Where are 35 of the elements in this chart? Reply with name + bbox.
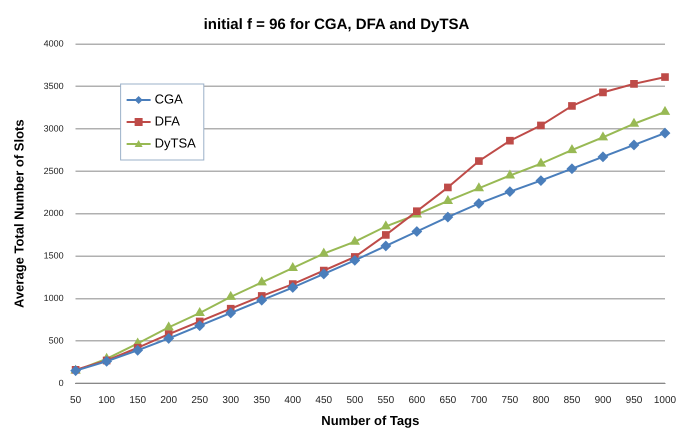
y-tick-label: 2000 — [44, 208, 64, 218]
x-tick-label: 450 — [315, 395, 333, 406]
y-tick-label: 3500 — [44, 80, 64, 91]
y-tick-label: 500 — [48, 335, 64, 346]
y-tick-label: 0 — [58, 378, 64, 388]
legend-label: DFA — [154, 114, 180, 129]
x-tick-label: 650 — [440, 395, 457, 406]
x-tick-label: 150 — [129, 395, 146, 406]
x-tick-label: 900 — [594, 395, 612, 406]
y-tick-label: 1500 — [44, 250, 64, 261]
x-tick-label: 100 — [98, 395, 116, 406]
x-tick-label: 500 — [346, 395, 364, 406]
y-axis-title: Average Total Number of Slots — [11, 119, 26, 308]
y-tick-label: 3000 — [44, 123, 64, 134]
x-tick-label: 250 — [191, 395, 208, 406]
x-tick-label: 700 — [470, 395, 488, 406]
x-axis-title: Number of Tags — [321, 412, 420, 428]
x-tick-label: 300 — [222, 395, 240, 406]
x-tick-label: 550 — [377, 395, 395, 406]
chart-title: initial f = 96 for CGA, DFA and DyTSA — [204, 16, 470, 34]
legend-label: CGA — [154, 92, 184, 107]
legend-label: DyTSA — [154, 136, 196, 151]
y-tick-label: 1000 — [44, 293, 64, 304]
x-tick-label: 600 — [408, 395, 426, 406]
x-tick-label: 750 — [502, 395, 519, 406]
x-tick-label: 800 — [532, 395, 550, 406]
x-tick-label: 350 — [253, 395, 271, 406]
x-tick-label: 850 — [564, 395, 581, 406]
y-tick-label: 2500 — [44, 166, 64, 176]
x-tick-label: 400 — [284, 395, 302, 406]
x-tick-label: 1000 — [654, 395, 677, 406]
y-tick-label: 4000 — [44, 38, 64, 48]
x-tick-label: 200 — [160, 395, 178, 406]
x-tick-label: 50 — [70, 395, 82, 406]
x-tick-label: 950 — [626, 395, 643, 406]
